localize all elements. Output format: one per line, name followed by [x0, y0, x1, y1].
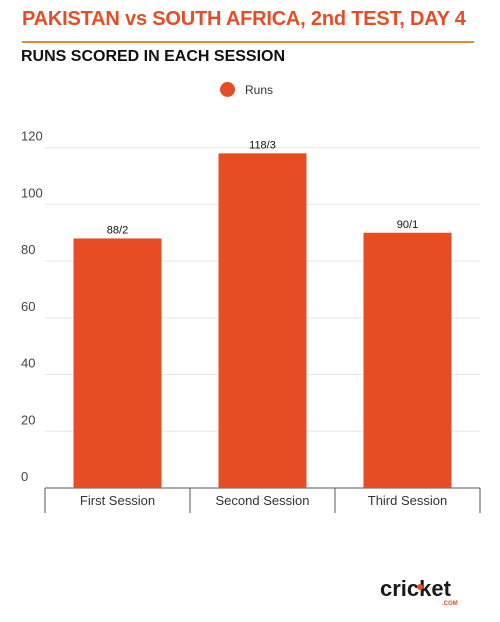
- y-tick-label: 100: [21, 185, 43, 200]
- y-tick-label: 0: [21, 469, 28, 484]
- bar-data-label: 118/3: [249, 139, 276, 151]
- bar-data-label: 88/2: [107, 224, 128, 236]
- bar: [218, 153, 307, 488]
- bar: [363, 232, 452, 488]
- svg-text:cricket: cricket: [380, 577, 452, 601]
- chart-subtitle: RUNS SCORED IN EACH SESSION: [21, 48, 286, 65]
- x-tick-label: Second Session: [216, 493, 310, 508]
- legend-marker: [220, 82, 235, 97]
- x-tick-label: First Session: [80, 493, 155, 508]
- title-divider: [22, 41, 474, 43]
- y-tick-label: 60: [21, 299, 35, 314]
- x-tick-label: Third Session: [368, 493, 447, 508]
- y-tick-label: 120: [21, 129, 43, 144]
- chart-title: PAKISTAN vs SOUTH AFRICA, 2nd TEST, DAY …: [22, 8, 466, 30]
- y-tick-label: 80: [21, 242, 35, 257]
- chart-legend: Runs: [220, 82, 273, 97]
- svg-text:.COM: .COM: [442, 601, 458, 607]
- legend-label: Runs: [245, 82, 274, 97]
- bar: [73, 238, 162, 488]
- bar-data-label: 90/1: [397, 219, 418, 231]
- y-tick-label: 20: [21, 412, 35, 427]
- cricket-com-logo: cricket .COM: [380, 576, 472, 607]
- y-tick-label: 40: [21, 356, 35, 371]
